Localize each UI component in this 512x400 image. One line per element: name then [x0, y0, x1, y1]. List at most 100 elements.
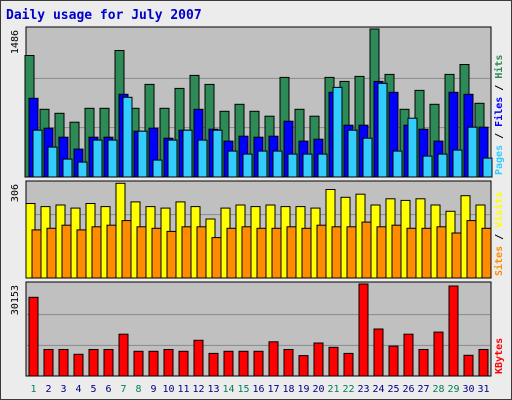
x-tick-label-24: 24 — [372, 384, 384, 395]
hits-bar-pages-5 — [92, 139, 103, 178]
kbytes-bar-kbytes-8 — [133, 350, 144, 377]
kbytes-bar-kbytes-19 — [298, 355, 309, 377]
visits-bar-sites-15 — [241, 226, 252, 279]
visits-bar-sites-3 — [61, 224, 72, 279]
x-axis-labels: 1 2 3 4 5 6 7 8 9 10 11 12 13 14 15 16 17 18 19 20 21 22 23 24 2… — [30, 384, 489, 395]
kbytes-bar-kbytes-16 — [253, 350, 264, 377]
kbytes-bar-kbytes-5 — [88, 349, 99, 377]
visits-legend-sites: Sites — [493, 246, 505, 276]
x-tick-label-21: 21 — [327, 384, 339, 395]
x-tick-label-26: 26 — [402, 384, 414, 395]
visits-bar-sites-13 — [211, 237, 222, 279]
hits-bar-pages-30 — [467, 126, 478, 178]
kbytes-bar-kbytes-15 — [238, 350, 249, 377]
x-tick-label-14: 14 — [222, 384, 234, 395]
kbytes-bar-kbytes-26 — [403, 333, 414, 377]
x-tick-label-8: 8 — [135, 384, 141, 395]
hits-bar-pages-3 — [62, 158, 73, 178]
kbytes-bar-kbytes-6 — [103, 349, 114, 377]
x-tick-label-20: 20 — [312, 384, 324, 395]
hits-bar-pages-2 — [47, 146, 58, 178]
visits-bar-sites-16 — [256, 227, 267, 279]
x-tick-label-3: 3 — [60, 384, 66, 395]
visits-bar-sites-19 — [301, 227, 312, 279]
hits-legend-hits: Hits — [493, 55, 505, 79]
kbytes-bar-kbytes-27 — [418, 349, 429, 377]
kbytes-bar-kbytes-29 — [448, 285, 459, 377]
x-tick-label-30: 30 — [462, 384, 474, 395]
kbytes-bar-kbytes-21 — [328, 346, 339, 377]
visits-bar-sites-1 — [31, 229, 42, 279]
hits-bar-pages-18 — [287, 153, 298, 178]
hits-bar-pages-20 — [317, 153, 328, 178]
x-tick-label-28: 28 — [432, 384, 444, 395]
hits-legend-files: Files — [493, 97, 505, 127]
kbytes-bar-kbytes-28 — [433, 331, 444, 377]
x-tick-label-7: 7 — [120, 384, 126, 395]
kbytes-bar-kbytes-2 — [43, 349, 54, 377]
x-tick-label-22: 22 — [342, 384, 354, 395]
visits-bar-sites-10 — [166, 230, 177, 279]
x-tick-label-13: 13 — [207, 384, 219, 395]
visits-bar-sites-26 — [406, 227, 417, 279]
hits-legend-separator: / — [494, 79, 505, 97]
hits-bar-pages-1 — [32, 129, 43, 178]
hits-bar-pages-29 — [452, 149, 463, 178]
visits-bar-sites-12 — [196, 226, 207, 279]
hits-bar-pages-11 — [182, 129, 193, 178]
x-tick-label-10: 10 — [162, 384, 174, 395]
hits-legend-separator: / — [494, 127, 505, 145]
panel-hits: 1486 Pages / Files / Hits — [10, 26, 505, 178]
kbytes-bar-kbytes-12 — [193, 339, 204, 377]
visits-bar-sites-31 — [481, 227, 492, 279]
kbytes-bar-kbytes-10 — [163, 349, 174, 377]
hits-bar-pages-22 — [347, 129, 358, 178]
x-tick-label-1: 1 — [30, 384, 36, 395]
visits-bar-sites-5 — [91, 226, 102, 279]
visits-bar-sites-27 — [421, 227, 432, 279]
hits-bar-pages-6 — [107, 139, 118, 178]
kbytes-bar-kbytes-9 — [148, 350, 159, 377]
kbytes-bar-kbytes-7 — [118, 333, 129, 377]
x-tick-label-16: 16 — [252, 384, 264, 395]
x-tick-label-29: 29 — [447, 384, 459, 395]
hits-bar-pages-26 — [407, 117, 418, 178]
visits-bar-sites-6 — [106, 224, 117, 279]
panel-kbytes: 30153 KBytes — [10, 281, 505, 377]
kbytes-max-label: 30153 — [10, 285, 21, 315]
hits-max-label: 1486 — [10, 30, 21, 54]
x-tick-label-2: 2 — [45, 384, 51, 395]
kbytes-bar-kbytes-24 — [373, 328, 384, 377]
hits-bar-pages-7 — [122, 96, 133, 178]
hits-legend-pages: Pages — [494, 145, 505, 175]
visits-bar-sites-21 — [331, 226, 342, 279]
visits-bar-sites-4 — [76, 229, 87, 279]
hits-bar-pages-23 — [362, 137, 373, 178]
visits-max-label: 306 — [10, 184, 21, 202]
x-tick-label-17: 17 — [267, 384, 279, 395]
kbytes-bar-kbytes-13 — [208, 352, 219, 377]
chart-title: Daily usage for July 2007 — [6, 8, 202, 23]
visits-bar-sites-2 — [46, 227, 57, 279]
visits-bar-sites-25 — [391, 224, 402, 279]
hits-bar-pages-15 — [242, 153, 253, 178]
kbytes-bar-kbytes-3 — [58, 349, 69, 377]
hits-bar-pages-25 — [392, 150, 403, 178]
x-tick-label-12: 12 — [192, 384, 204, 395]
visits-bar-sites-18 — [286, 226, 297, 279]
hits-bar-pages-8 — [137, 130, 148, 178]
visits-bar-sites-30 — [466, 220, 477, 279]
hits-bar-pages-24 — [377, 82, 388, 178]
hits-bar-pages-19 — [302, 153, 313, 178]
hits-bar-pages-17 — [272, 150, 283, 178]
kbytes-bar-kbytes-20 — [313, 342, 324, 377]
kbytes-bar-kbytes-22 — [343, 352, 354, 377]
kbytes-legend-kbytes: KBytes — [494, 338, 505, 374]
visits-bar-sites-14 — [226, 227, 237, 279]
hits-bar-pages-14 — [227, 150, 238, 178]
hits-bar-pages-16 — [257, 150, 268, 178]
hits-bar-pages-27 — [422, 155, 433, 178]
x-tick-label-9: 9 — [150, 384, 156, 395]
x-tick-label-23: 23 — [357, 384, 369, 395]
